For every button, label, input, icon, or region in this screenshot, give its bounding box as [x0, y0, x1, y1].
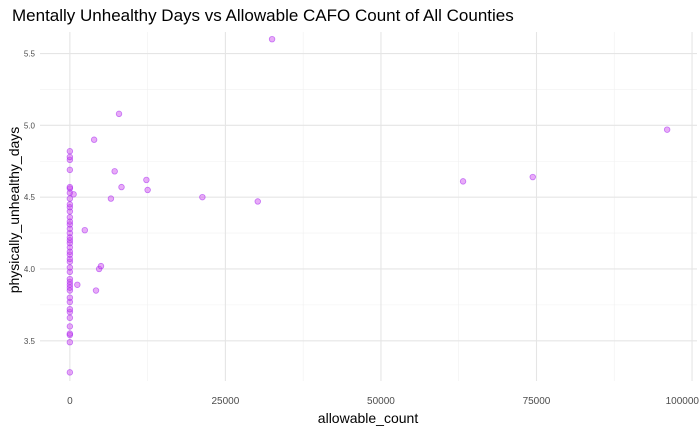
- data-point: [66, 314, 74, 322]
- data-point: [92, 287, 100, 294]
- data-point: [66, 208, 74, 215]
- data-points: [66, 35, 671, 376]
- data-point: [66, 229, 74, 237]
- data-point: [66, 183, 74, 191]
- data-point: [66, 244, 74, 251]
- data-point: [66, 298, 74, 306]
- data-point: [254, 198, 261, 205]
- data-point: [459, 178, 467, 185]
- data-point: [66, 339, 74, 346]
- data-point: [66, 218, 74, 225]
- data-point: [66, 214, 74, 221]
- x-tick-label: 25000: [211, 396, 239, 407]
- data-point: [268, 35, 276, 43]
- data-point: [66, 264, 74, 271]
- data-point: [90, 136, 98, 143]
- data-point: [118, 183, 125, 191]
- y-tick-label: 4.5: [24, 193, 36, 202]
- x-tick-label: 50000: [367, 396, 395, 407]
- data-point: [107, 195, 115, 202]
- y-tick-label: 5.0: [24, 121, 36, 130]
- data-point: [66, 225, 74, 232]
- data-point: [66, 268, 74, 276]
- data-point: [66, 305, 74, 313]
- data-point: [66, 148, 74, 155]
- data-point: [66, 166, 74, 174]
- data-point: [81, 226, 88, 234]
- data-point: [529, 173, 536, 181]
- data-point: [115, 110, 123, 118]
- chart-title: Mentally Unhealthy Days vs Allowable CAF…: [12, 6, 514, 25]
- y-axis-ticks: 3.5 4.0 4.5 5.0 5.5: [24, 50, 36, 346]
- data-point: [66, 153, 74, 161]
- data-point: [66, 330, 74, 337]
- data-point: [97, 262, 105, 270]
- data-point: [66, 323, 74, 330]
- y-tick-label: 3.5: [24, 337, 36, 346]
- x-axis-ticks: 0 25000 50000 75000 100000: [67, 396, 699, 407]
- data-point: [70, 191, 77, 198]
- data-point: [663, 126, 671, 133]
- y-tick-label: 5.5: [24, 50, 36, 59]
- x-tick-label: 0: [67, 396, 73, 407]
- grid-lines: [40, 32, 697, 381]
- data-point: [66, 275, 74, 283]
- data-point: [66, 294, 74, 301]
- y-axis-title: physically_unhealthy_days: [6, 127, 22, 294]
- data-point: [199, 193, 206, 201]
- data-point: [111, 168, 118, 175]
- x-tick-label: 100000: [666, 396, 700, 407]
- data-point: [66, 369, 74, 376]
- data-point: [143, 176, 150, 184]
- y-tick-label: 4.0: [24, 265, 36, 274]
- data-point: [74, 281, 81, 288]
- data-point: [66, 234, 74, 241]
- data-point: [66, 248, 74, 255]
- x-tick-label: 75000: [523, 396, 551, 407]
- data-point: [66, 255, 74, 263]
- x-axis-title: allowable_count: [318, 410, 419, 426]
- data-point: [66, 201, 74, 208]
- data-point: [144, 186, 151, 194]
